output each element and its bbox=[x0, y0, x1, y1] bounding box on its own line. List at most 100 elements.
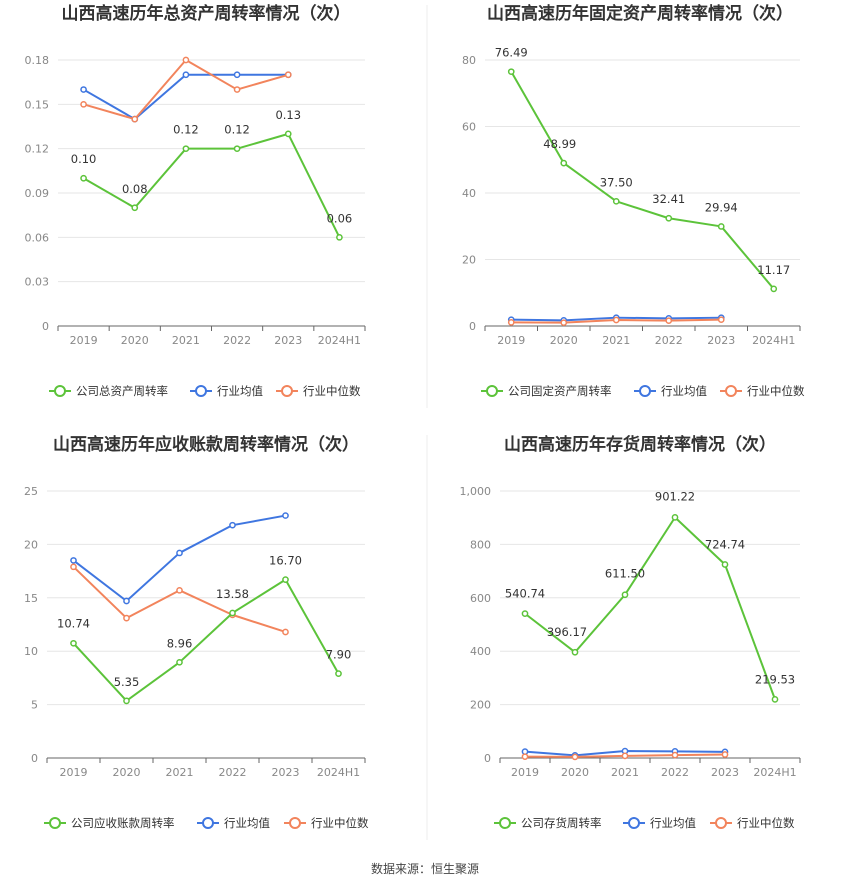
y-tick-label: 10 bbox=[24, 645, 38, 658]
legend-label: 行业均值 bbox=[224, 816, 270, 830]
legend-item-company[interactable]: 公司应收账款周转率 bbox=[44, 816, 175, 830]
legend-marker bbox=[499, 817, 511, 829]
legend-item-avg[interactable]: 行业均值 bbox=[623, 816, 696, 830]
legend-item-company[interactable]: 公司存货周转率 bbox=[494, 816, 602, 830]
x-tick-label: 2024H1 bbox=[317, 766, 360, 779]
data-point-company bbox=[80, 174, 87, 182]
data-label: 0.12 bbox=[224, 123, 250, 137]
legend-item-median[interactable]: 行业中位数 bbox=[720, 384, 805, 398]
x-tick-label: 2022 bbox=[661, 766, 689, 779]
legend-marker bbox=[715, 817, 727, 829]
x-tick-label: 2020 bbox=[121, 334, 149, 347]
data-point-median bbox=[717, 316, 725, 324]
data-point-median bbox=[176, 586, 183, 594]
legend-item-median[interactable]: 行业中位数 bbox=[276, 384, 361, 398]
legend-label: 公司总资产周转率 bbox=[76, 384, 168, 398]
data-point-avg bbox=[229, 521, 236, 529]
data-point-median bbox=[123, 614, 130, 622]
x-tick-label: 2021 bbox=[172, 334, 200, 347]
x-tick-label: 2024H1 bbox=[753, 766, 796, 779]
data-point-company bbox=[621, 591, 629, 599]
data-point-median bbox=[70, 563, 77, 571]
y-tick-label: 0.06 bbox=[25, 231, 50, 244]
y-tick-label: 20 bbox=[462, 254, 476, 267]
legend-item-avg[interactable]: 行业均值 bbox=[190, 384, 263, 398]
data-label: 724.74 bbox=[705, 537, 745, 551]
legend-item-company[interactable]: 公司固定资产周转率 bbox=[481, 384, 612, 398]
y-tick-label: 600 bbox=[470, 592, 491, 605]
legend-marker bbox=[54, 385, 66, 397]
data-label: 29.94 bbox=[705, 200, 738, 214]
chart-title: 山西高速历年固定资产周转率情况（次） bbox=[487, 3, 793, 24]
data-point-company bbox=[665, 214, 673, 222]
chart-panel-1: 山西高速历年总资产周转率情况（次） 0 0.03 0.06 0.09 0.12 0.15 0.… bbox=[25, 3, 366, 398]
data-point-company bbox=[70, 639, 77, 647]
data-point-company bbox=[131, 204, 139, 212]
legend-marker bbox=[725, 385, 737, 397]
data-point-median bbox=[621, 752, 629, 760]
y-tick-label: 0 bbox=[484, 752, 491, 765]
x-tick-label: 2024H1 bbox=[752, 334, 795, 347]
data-label: 13.58 bbox=[216, 587, 249, 601]
data-point-company bbox=[229, 609, 236, 617]
y-tick-label: 1,000 bbox=[460, 485, 492, 498]
x-tick-label: 2019 bbox=[497, 334, 525, 347]
legend-marker bbox=[639, 385, 651, 397]
series-line-median bbox=[83, 59, 289, 121]
legend-marker bbox=[49, 817, 61, 829]
legend-item-avg[interactable]: 行业均值 bbox=[197, 816, 270, 830]
data-label: 0.10 bbox=[71, 152, 97, 166]
data-point-median bbox=[721, 751, 729, 758]
chart-panel-2: 山西高速历年固定资产周转率情况（次） 0 20 40 60 80 2019 2020 2021 2… bbox=[462, 3, 805, 398]
chart-title: 山西高速历年存货周转率情况（次） bbox=[504, 434, 776, 455]
legend-marker bbox=[195, 385, 207, 397]
data-point-company bbox=[521, 610, 529, 617]
data-label: 7.90 bbox=[326, 648, 352, 662]
x-tick-label: 2023 bbox=[274, 334, 302, 347]
legend-item-median[interactable]: 行业中位数 bbox=[710, 816, 795, 830]
y-tick-label: 0.12 bbox=[25, 143, 50, 156]
legend-marker bbox=[628, 817, 640, 829]
series-line-company bbox=[510, 71, 775, 290]
data-point-company bbox=[612, 197, 620, 205]
data-point-median bbox=[560, 319, 568, 327]
y-tick-label: 0 bbox=[31, 752, 38, 765]
legend-label: 公司存货周转率 bbox=[521, 816, 602, 830]
data-label: 37.50 bbox=[600, 175, 633, 189]
data-label: 219.53 bbox=[755, 672, 795, 686]
data-point-company bbox=[176, 658, 183, 666]
data-label: 76.49 bbox=[495, 46, 528, 60]
x-tick-label: 2020 bbox=[113, 766, 141, 779]
data-point-median bbox=[671, 751, 679, 759]
data-point-company bbox=[507, 68, 515, 76]
y-tick-label: 25 bbox=[24, 485, 38, 498]
x-tick-label: 2019 bbox=[511, 766, 539, 779]
legend-label: 行业中位数 bbox=[737, 816, 795, 830]
series-line-company bbox=[83, 132, 341, 238]
x-tick-label: 2022 bbox=[655, 334, 683, 347]
data-point-company bbox=[284, 130, 292, 138]
legend-label: 行业中位数 bbox=[311, 816, 369, 830]
x-tick-label: 2024H1 bbox=[318, 334, 361, 347]
y-tick-label: 0.15 bbox=[25, 98, 50, 111]
data-label: 5.35 bbox=[114, 675, 140, 689]
series-line-company bbox=[524, 516, 776, 700]
chart-title: 山西高速历年总资产周转率情况（次） bbox=[62, 3, 351, 24]
data-label: 16.70 bbox=[269, 554, 302, 568]
legend-item-median[interactable]: 行业中位数 bbox=[284, 816, 369, 830]
data-label: 11.17 bbox=[757, 263, 790, 277]
data-label: 901.22 bbox=[655, 489, 695, 503]
data-point-median bbox=[131, 115, 139, 123]
y-tick-label: 0 bbox=[42, 320, 49, 333]
data-label: 10.74 bbox=[57, 616, 90, 630]
y-tick-label: 0.03 bbox=[25, 276, 50, 289]
y-tick-label: 0 bbox=[469, 320, 476, 333]
data-label: 0.13 bbox=[275, 108, 301, 122]
legend-item-company[interactable]: 公司总资产周转率 bbox=[49, 384, 168, 398]
data-point-avg bbox=[176, 549, 183, 557]
data-point-median bbox=[571, 753, 579, 761]
data-point-company bbox=[233, 145, 241, 153]
legend-item-avg[interactable]: 行业均值 bbox=[634, 384, 707, 398]
y-tick-label: 800 bbox=[470, 538, 491, 551]
x-tick-label: 2023 bbox=[707, 334, 735, 347]
